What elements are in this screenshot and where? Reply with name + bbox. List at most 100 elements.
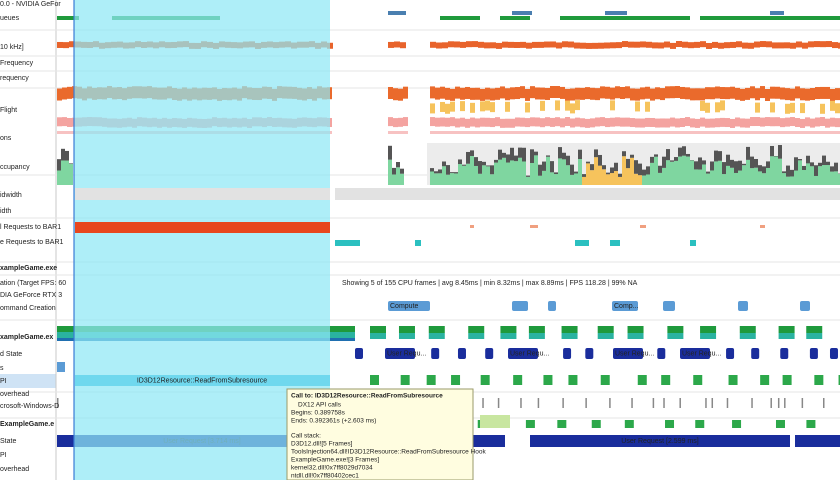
compute-pill[interactable] xyxy=(612,301,638,311)
track-bar xyxy=(518,147,522,158)
user-request-pill[interactable] xyxy=(508,348,538,359)
track-bar xyxy=(460,117,465,127)
track-bar xyxy=(57,398,59,408)
track-bar xyxy=(700,16,840,20)
track-bar xyxy=(485,100,490,111)
track-bar xyxy=(637,375,647,385)
track-bar xyxy=(655,87,660,100)
track-bar xyxy=(770,102,775,113)
track-bar xyxy=(616,42,622,49)
track-bar xyxy=(438,173,442,185)
track-bar xyxy=(810,88,815,101)
user-request-pill[interactable] xyxy=(613,348,643,359)
track-bar xyxy=(694,41,700,48)
track-bar xyxy=(798,160,802,185)
track-bar xyxy=(702,160,706,165)
track-bar xyxy=(557,420,567,428)
compute-pill[interactable] xyxy=(512,301,528,311)
user-request-pill[interactable] xyxy=(431,348,440,359)
user-request-pill[interactable] xyxy=(829,348,838,359)
track-bar xyxy=(500,333,517,339)
track-bar xyxy=(475,87,480,100)
track-bar xyxy=(720,131,725,134)
track-bar xyxy=(500,326,517,333)
track-bar xyxy=(728,375,738,385)
track-bar xyxy=(755,117,760,127)
track-bar xyxy=(525,88,530,101)
user-request-pill[interactable] xyxy=(751,348,760,359)
user-request-bar[interactable] xyxy=(795,435,840,447)
compute-pill[interactable] xyxy=(663,301,675,311)
track-bar xyxy=(513,375,523,385)
user-request-pill[interactable] xyxy=(355,348,363,359)
track-bar xyxy=(485,87,490,100)
track-bar xyxy=(625,131,630,134)
track-bar xyxy=(700,326,717,333)
track-bar xyxy=(388,41,394,48)
track-bar xyxy=(65,150,69,161)
user-request-pill[interactable] xyxy=(809,348,818,359)
user-request-pill[interactable] xyxy=(726,348,735,359)
track-bar xyxy=(610,100,615,111)
compute-pill[interactable] xyxy=(548,301,556,311)
track-bar xyxy=(670,131,675,134)
user-request-pill[interactable] xyxy=(780,348,789,359)
track-bar xyxy=(510,131,515,134)
track-bar xyxy=(537,398,540,408)
selected-call-bar[interactable] xyxy=(75,375,330,386)
track-bar xyxy=(825,118,830,128)
user-request-pill[interactable] xyxy=(385,348,415,359)
track-bar xyxy=(430,41,436,48)
track-bar xyxy=(430,168,434,172)
track-bar xyxy=(625,117,630,127)
track-bar xyxy=(675,131,680,134)
track-bar xyxy=(578,159,582,185)
track-bar xyxy=(525,102,530,113)
track-bar xyxy=(794,157,798,171)
track-bar xyxy=(442,166,446,185)
user-request-pill[interactable] xyxy=(485,348,494,359)
track-bar xyxy=(597,333,614,339)
track-bar xyxy=(674,157,678,161)
track-bar xyxy=(750,86,755,99)
track-bar xyxy=(570,88,575,101)
track-bar xyxy=(455,86,460,99)
track-bar xyxy=(722,162,726,175)
user-request-pill[interactable] xyxy=(563,348,572,359)
track-bar xyxy=(430,131,435,134)
track-bar xyxy=(465,86,470,99)
track-bar xyxy=(546,156,550,185)
user-request-pill[interactable] xyxy=(657,348,666,359)
track-bar xyxy=(574,173,578,185)
compute-pill[interactable] xyxy=(800,301,810,311)
compute-pill[interactable] xyxy=(388,301,424,311)
track-bar xyxy=(535,131,540,134)
track-bar xyxy=(758,165,762,172)
track-bar xyxy=(630,157,634,185)
track-bar xyxy=(615,117,620,127)
user-request-pill[interactable] xyxy=(585,348,594,359)
user-request-bar-label: User Request [2.599 ms] xyxy=(621,438,698,445)
compute-pill[interactable] xyxy=(418,301,430,311)
track-bar xyxy=(480,131,485,134)
track-bar xyxy=(830,171,834,185)
track-bar xyxy=(778,145,782,159)
track-bar xyxy=(745,131,750,134)
track-bar xyxy=(742,163,746,166)
track-bar xyxy=(480,375,490,385)
tooltip-stack-title: Call stack: xyxy=(291,433,321,440)
compute-pill[interactable] xyxy=(738,301,748,311)
user-request-pill-label: User Requ... xyxy=(682,350,721,357)
tooltip-begins: Begins: 0.389758s xyxy=(291,410,346,417)
user-request-pill[interactable] xyxy=(457,348,466,359)
track-bar xyxy=(544,41,550,48)
track-bar xyxy=(705,87,710,100)
track-bar xyxy=(627,326,644,333)
track-bar xyxy=(590,131,595,134)
track-bar xyxy=(814,175,818,185)
user-request-pill[interactable] xyxy=(680,348,710,359)
track-bar xyxy=(494,159,498,163)
user-request-bar[interactable] xyxy=(530,435,790,447)
track-bar xyxy=(835,118,840,128)
track-bar xyxy=(594,149,598,158)
